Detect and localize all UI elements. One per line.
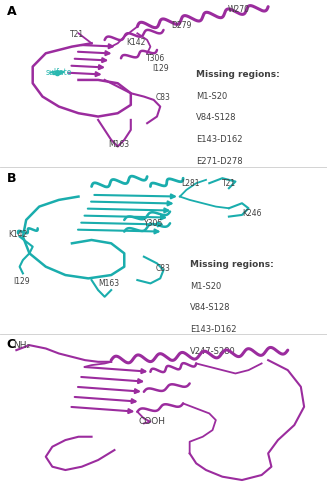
Text: Missing regions:: Missing regions: [190,260,273,269]
Text: M1-S20: M1-S20 [196,92,228,100]
Text: M1-S20: M1-S20 [190,282,221,290]
Text: NH₂: NH₂ [13,340,30,349]
Text: L281: L281 [181,178,200,188]
Text: D279: D279 [172,22,192,30]
Text: C83: C83 [155,264,170,273]
Text: I129: I129 [152,64,169,73]
Text: C: C [7,338,16,351]
Text: V247-S280: V247-S280 [190,347,235,356]
Text: K246: K246 [242,209,262,218]
Text: Missing regions:: Missing regions: [196,70,280,79]
Text: E143-D162: E143-D162 [196,135,243,144]
Text: T21: T21 [70,30,84,40]
Text: W270: W270 [227,4,249,14]
Text: sulfate: sulfate [46,68,72,77]
Text: V84-S128: V84-S128 [196,113,237,122]
Text: T306: T306 [146,54,165,63]
Text: B: B [7,172,16,184]
Text: T21: T21 [222,178,236,188]
Text: V84-S128: V84-S128 [190,304,230,312]
Text: COOH: COOH [139,417,166,426]
Text: E271-D278: E271-D278 [196,156,243,166]
Text: I129: I129 [13,277,30,286]
Text: Y305: Y305 [144,219,163,228]
Text: M163: M163 [98,279,119,288]
Text: A: A [7,5,16,18]
Text: M163: M163 [108,140,129,149]
Text: K142: K142 [126,38,145,47]
Text: C83: C83 [155,93,170,102]
Text: E143-D162: E143-D162 [190,325,236,334]
Text: K142: K142 [8,230,27,239]
